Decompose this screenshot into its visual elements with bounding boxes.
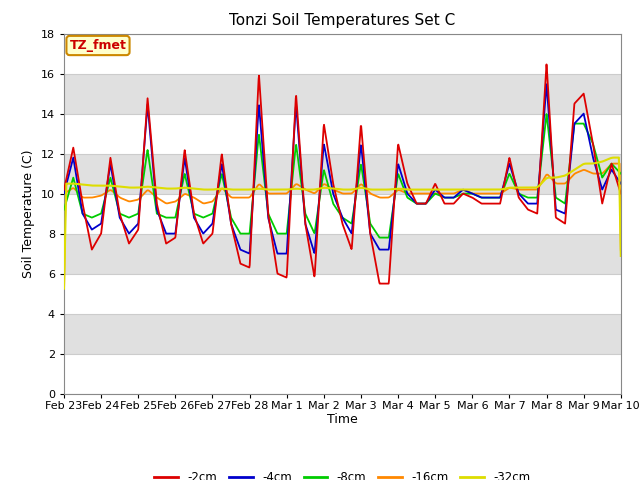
Text: TZ_fmet: TZ_fmet <box>70 39 127 52</box>
Title: Tonzi Soil Temperatures Set C: Tonzi Soil Temperatures Set C <box>229 13 456 28</box>
Bar <box>64 354 621 394</box>
Bar <box>64 34 621 73</box>
Bar <box>64 73 621 114</box>
Y-axis label: Soil Temperature (C): Soil Temperature (C) <box>22 149 35 278</box>
Bar <box>64 274 621 313</box>
Bar <box>64 313 621 354</box>
X-axis label: Time: Time <box>327 413 358 426</box>
Bar <box>64 193 621 234</box>
Legend: -2cm, -4cm, -8cm, -16cm, -32cm: -2cm, -4cm, -8cm, -16cm, -32cm <box>150 466 535 480</box>
Bar <box>64 234 621 274</box>
Bar <box>64 114 621 154</box>
Bar <box>64 154 621 193</box>
